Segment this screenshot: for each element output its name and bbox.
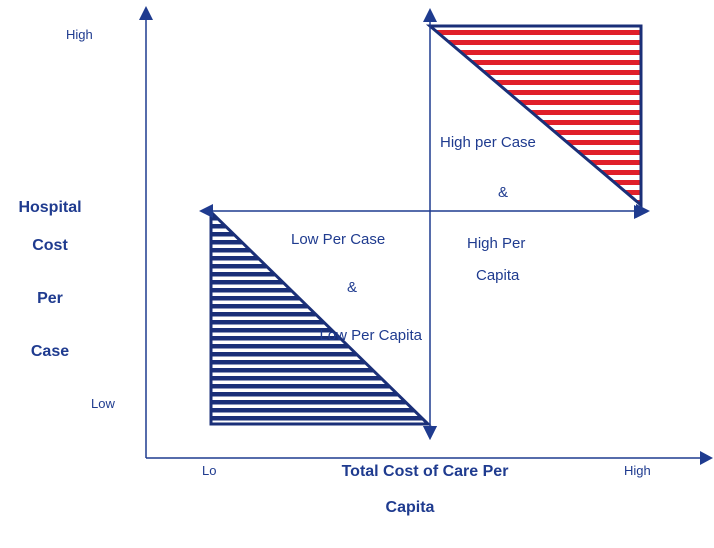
low-region-ampersand: &: [347, 279, 358, 296]
y-axis-title-line-3: Per: [37, 290, 63, 307]
low-triangle-corner-marker: [423, 426, 437, 440]
x-axis-low-label: Lo: [202, 463, 217, 478]
y-axis-title-line-2: Cost: [32, 237, 68, 254]
high-region-line-1: High per Case: [440, 134, 536, 151]
inner-vertical-arrowhead-up: [423, 8, 437, 22]
y-axis-high-label: High: [66, 27, 93, 42]
high-region-line-2: High Per: [467, 235, 526, 252]
low-region-line-1: Low Per Case: [291, 231, 386, 248]
high-region-triangle: [425, 24, 643, 209]
x-axis-title-line-1: Total Cost of Care Per: [341, 463, 509, 480]
y-axis-title-line-4: Case: [30, 343, 70, 360]
x-axis-arrowhead: [700, 451, 713, 465]
inner-horizontal-arrowhead-left: [199, 204, 213, 218]
y-axis-title-line-1: Hospital: [18, 199, 82, 216]
high-region-line-3: Capita: [476, 267, 520, 284]
y-axis-low-label: Low: [91, 396, 115, 411]
low-region-line-2: Low Per Capita: [319, 327, 422, 344]
x-axis-high-label: High: [624, 463, 651, 478]
high-region-ampersand: &: [498, 184, 509, 201]
low-region-triangle: [209, 208, 432, 426]
y-axis-arrowhead: [139, 6, 153, 20]
high-triangle-corner-marker: [634, 205, 648, 219]
x-axis-title-line-2: Capita: [385, 499, 435, 516]
